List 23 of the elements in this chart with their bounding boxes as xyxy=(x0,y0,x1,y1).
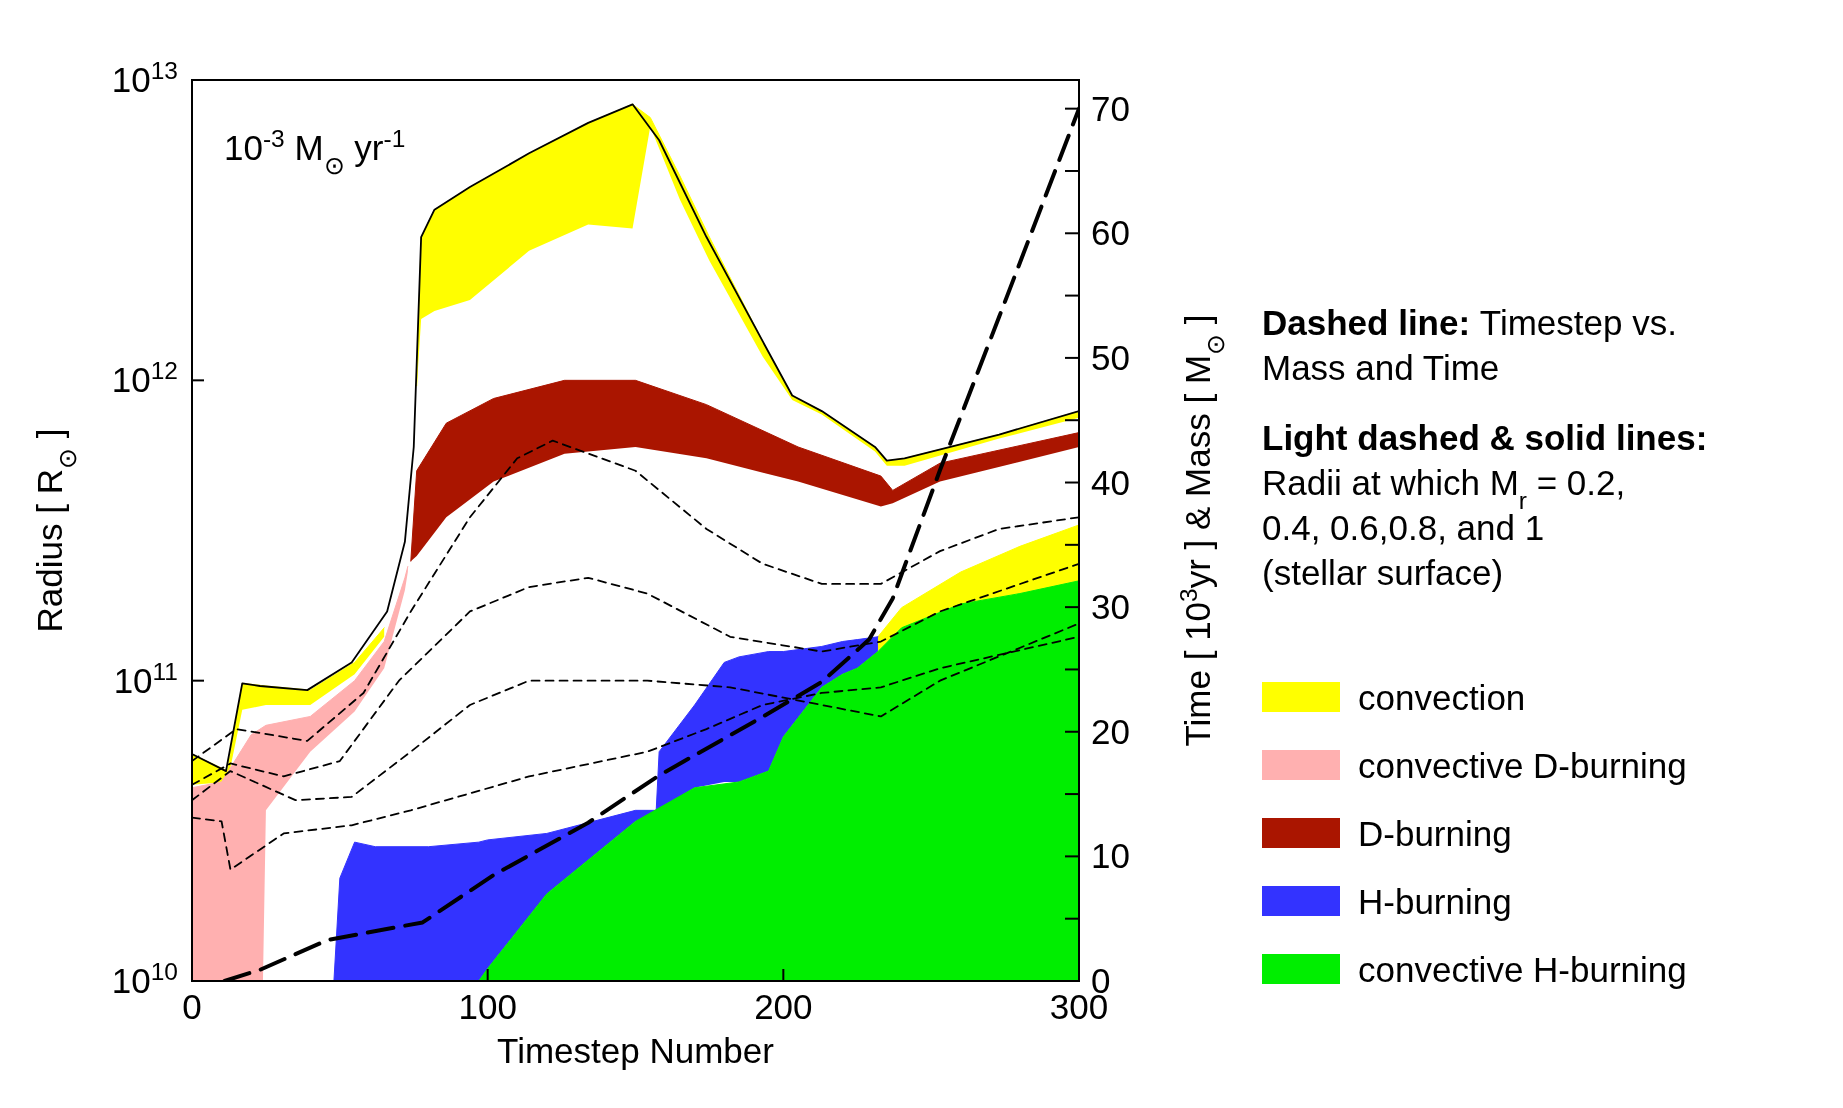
legend-label: convection xyxy=(1358,678,1526,717)
x-tick-label: 200 xyxy=(754,987,813,1026)
text: Light dashed & solid lines: Radii at which M$_{r}$ = 0.2, 0.4, 0.6,0.8, and 1 (stellar surface) xyxy=(1262,418,1708,592)
y-tick-label: 10$^{13}$ xyxy=(111,56,178,99)
y2-tick-label: 50 xyxy=(1091,337,1130,377)
legend-label: H-burning xyxy=(1358,882,1512,921)
y2-tick-label: 30 xyxy=(1091,587,1130,627)
y-tick-label: 10$^{12}$ xyxy=(111,356,178,400)
x-tick-label: 100 xyxy=(458,987,517,1026)
y2-tick-label: 70 xyxy=(1091,88,1130,128)
y2-tick-label: 10 xyxy=(1091,836,1130,876)
y-tick-label: 10$^{10}$ xyxy=(111,957,178,1000)
annotation: 10$^{-3}$ M$_{⊙}$ yr$^{-1}$ xyxy=(224,124,406,179)
legend-label: D-burning xyxy=(1358,814,1512,853)
x-tick-label: 0 xyxy=(182,987,202,1026)
legend-label: convective H-burning xyxy=(1358,950,1687,989)
y2-tick-label: 20 xyxy=(1091,711,1130,751)
x-axis-title: Timestep Number xyxy=(497,1031,775,1070)
y2-tick-label: 60 xyxy=(1091,213,1130,253)
text: Dashed line: Timestep vs. Mass and Time xyxy=(1262,303,1677,387)
y-tick-label: 10$^{11}$ xyxy=(113,657,178,700)
y2-tick-label: 40 xyxy=(1091,462,1130,502)
legend-label: convective D-burning xyxy=(1358,746,1687,785)
